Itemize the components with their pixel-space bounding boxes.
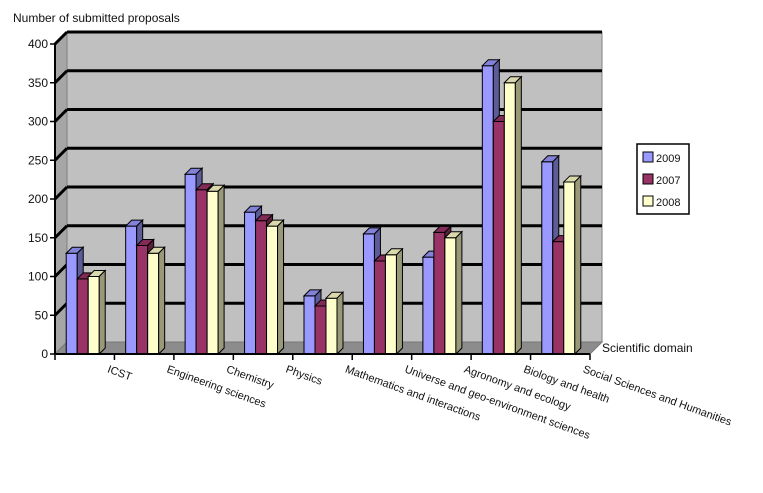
- y-tick-label-0: 0: [41, 347, 48, 361]
- bar-2008-5: [384, 247, 404, 356]
- gridline-side: [53, 147, 69, 162]
- y-axis-title: Number of submitted proposals: [13, 11, 180, 25]
- y-tick-label-350: 350: [28, 76, 48, 90]
- bar-2008-0: [87, 269, 107, 356]
- category-label-1: Engineering sciences: [165, 364, 268, 411]
- gridline-side: [53, 69, 69, 84]
- y-tick-label-150: 150: [28, 231, 48, 245]
- legend-swatch-2009: [642, 151, 654, 163]
- category-label-0: ICST: [106, 364, 134, 384]
- bar-2008-8: [562, 174, 582, 356]
- bar-2008-3: [265, 218, 285, 356]
- bar-2008-6: [443, 230, 464, 356]
- gridline-side: [53, 302, 69, 317]
- gridline-side: [53, 30, 69, 46]
- x-axis-title: Scientific domain: [602, 341, 693, 355]
- y-tick-label-300: 300: [28, 115, 48, 129]
- y-tick-label-200: 200: [28, 192, 48, 206]
- bar-2008-4: [324, 290, 345, 356]
- bar-2008-2: [205, 184, 226, 356]
- y-tick-label-250: 250: [28, 153, 48, 167]
- bar-2008-1: [146, 246, 166, 356]
- legend-label-2008: 2008: [656, 197, 680, 209]
- legend-swatch-2007: [642, 173, 654, 185]
- category-label-3: Physics: [284, 364, 324, 388]
- gridline-side: [53, 108, 69, 123]
- gridline-side: [53, 263, 69, 278]
- legend-label-2007: 2007: [656, 175, 680, 187]
- legend-label-2009: 2009: [656, 153, 680, 165]
- gridline-side: [53, 224, 69, 239]
- bar-2008-7: [503, 75, 523, 356]
- y-tick-label-100: 100: [28, 270, 48, 284]
- y-tick-label-400: 400: [28, 37, 48, 51]
- legend-swatch-2008: [642, 195, 654, 207]
- gridline-side: [53, 185, 69, 201]
- y-tick-label-50: 50: [35, 308, 49, 322]
